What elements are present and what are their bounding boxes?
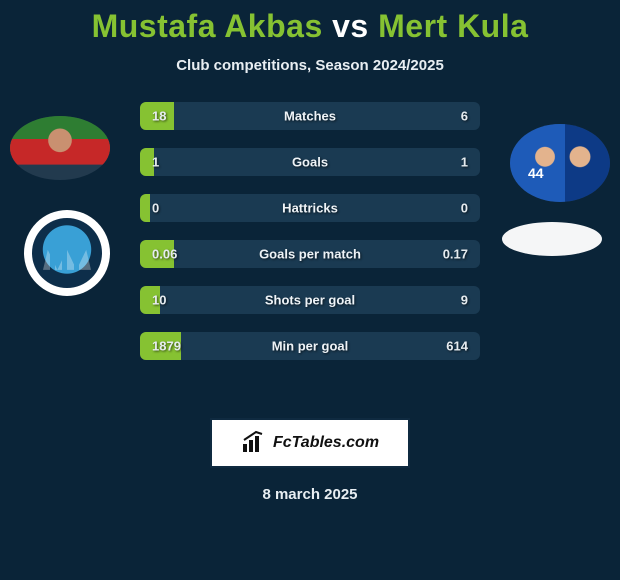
stat-row: 1879 Min per goal 614 xyxy=(140,332,480,360)
vs-label: vs xyxy=(332,8,369,44)
stat-value-player2: 9 xyxy=(461,293,468,308)
brand-text: FcTables.com xyxy=(273,434,379,452)
stat-row: 1 Goals 1 xyxy=(140,148,480,176)
player2-avatar xyxy=(510,124,610,202)
comparison-title: Mustafa Akbas vs Mert Kula xyxy=(0,0,620,45)
stat-label: Hattricks xyxy=(282,201,338,216)
stat-row: 10 Shots per goal 9 xyxy=(140,286,480,314)
comparison-arena: 18Matches61Goals10Hattricks00.06Goals pe… xyxy=(0,102,620,402)
stat-value-player2: 1 xyxy=(461,155,468,170)
stat-value-player2: 6 xyxy=(461,109,468,124)
stat-label: Goals per match xyxy=(259,247,361,262)
stat-row: 0.06 Goals per match 0.17 xyxy=(140,240,480,268)
brand-badge: FcTables.com xyxy=(210,418,410,468)
stat-row: 0 Hattricks 0 xyxy=(140,194,480,222)
stat-value-player1: 1 xyxy=(152,155,159,170)
subtitle: Club competitions, Season 2024/2025 xyxy=(0,57,620,74)
stat-value-player1: 0.06 xyxy=(152,247,177,262)
stat-label: Min per goal xyxy=(272,339,349,354)
stat-row: 18 Matches 6 xyxy=(140,102,480,130)
player1-club-badge xyxy=(24,210,110,296)
stat-value-player1: 10 xyxy=(152,293,166,308)
stat-fill xyxy=(140,194,150,222)
stat-value-player2: 0.17 xyxy=(443,247,468,262)
stat-label: Matches xyxy=(284,109,336,124)
stat-bars: 18Matches61Goals10Hattricks00.06Goals pe… xyxy=(140,102,480,378)
stat-value-player1: 0 xyxy=(152,201,159,216)
stat-label: Shots per goal xyxy=(265,293,355,308)
snapshot-date: 8 march 2025 xyxy=(0,486,620,503)
stat-value-player2: 0 xyxy=(461,201,468,216)
brand-chart-icon xyxy=(241,430,267,456)
player1-name: Mustafa Akbas xyxy=(92,8,323,44)
stat-value-player2: 614 xyxy=(446,339,468,354)
player1-avatar xyxy=(10,116,110,180)
player2-club-badge xyxy=(502,222,602,256)
stat-value-player1: 18 xyxy=(152,109,166,124)
player2-name: Mert Kula xyxy=(378,8,528,44)
stat-label: Goals xyxy=(292,155,328,170)
stat-value-player1: 1879 xyxy=(152,339,181,354)
